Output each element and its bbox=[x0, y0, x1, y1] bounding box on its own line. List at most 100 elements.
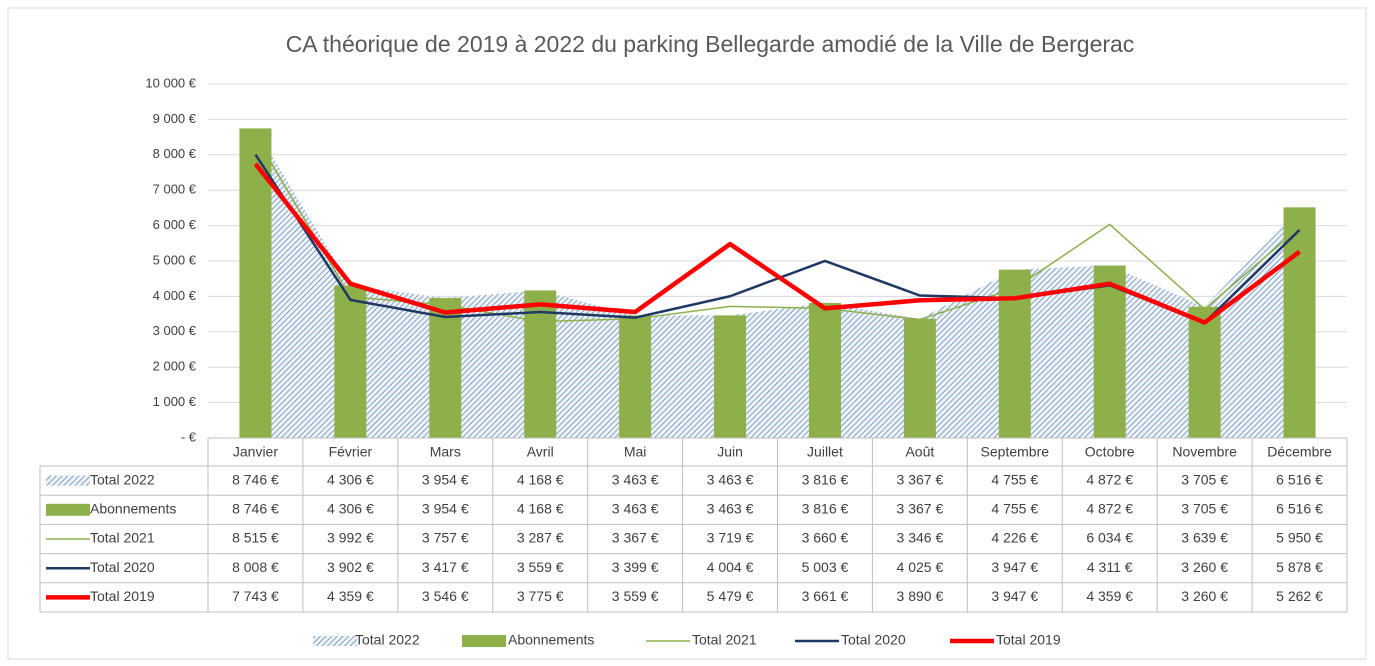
table-cell: 3 367 € bbox=[897, 501, 944, 517]
line bbox=[254, 136, 1301, 323]
table-cell: 4 306 € bbox=[327, 471, 374, 487]
legend-label: Total 2021 bbox=[692, 632, 757, 648]
table-cell: 3 947 € bbox=[991, 559, 1038, 575]
x-tick-label: Mars bbox=[430, 444, 461, 460]
table-cell: 3 816 € bbox=[802, 501, 849, 517]
table-cell: 6 516 € bbox=[1276, 501, 1323, 517]
table-cell: 3 757 € bbox=[422, 530, 469, 546]
table-cell: 3 463 € bbox=[612, 501, 659, 517]
legend-key bbox=[46, 503, 90, 516]
table-cell: 4 025 € bbox=[897, 559, 944, 575]
bar bbox=[903, 318, 936, 438]
bar bbox=[714, 315, 747, 438]
table-cell: 3 661 € bbox=[802, 588, 849, 604]
y-tick-label: 2 000 € bbox=[153, 359, 197, 374]
table-cell: 4 306 € bbox=[327, 501, 374, 517]
table-cell: 5 479 € bbox=[707, 588, 754, 604]
legend-label: Total 2019 bbox=[996, 632, 1061, 648]
table-cell: 3 260 € bbox=[1181, 588, 1228, 604]
table-cell: 3 954 € bbox=[422, 471, 469, 487]
table-cell: 8 746 € bbox=[232, 501, 279, 517]
table-cell: 4 168 € bbox=[517, 501, 564, 517]
table-cell: 5 003 € bbox=[802, 559, 849, 575]
line bbox=[253, 162, 1301, 325]
table-cell: 3 546 € bbox=[422, 588, 469, 604]
y-tick-label: 3 000 € bbox=[153, 323, 197, 338]
x-tick-label: Janvier bbox=[233, 444, 278, 460]
bar bbox=[1188, 306, 1221, 438]
table-cell: 4 311 € bbox=[1087, 559, 1133, 575]
table-cell: 6 034 € bbox=[1086, 530, 1133, 546]
table-cell: 4 872 € bbox=[1086, 501, 1133, 517]
table-cell: 3 463 € bbox=[707, 501, 754, 517]
y-tick-label: 1 000 € bbox=[153, 394, 197, 409]
x-tick-label: Avril bbox=[527, 444, 554, 460]
table-cell: 3 639 € bbox=[1181, 530, 1228, 546]
bar bbox=[524, 290, 557, 438]
table-cell: 8 746 € bbox=[232, 471, 279, 487]
table-cell: 3 417 € bbox=[422, 559, 469, 575]
table-cell: 4 755 € bbox=[991, 471, 1038, 487]
legend-label: Total 2022 bbox=[355, 632, 420, 648]
table-cell: 3 992 € bbox=[327, 530, 374, 546]
table-cell: 3 399 € bbox=[612, 559, 659, 575]
table-cell: 3 367 € bbox=[612, 530, 659, 546]
table-cell: 3 559 € bbox=[612, 588, 659, 604]
bar bbox=[808, 302, 841, 438]
y-tick-label: 6 000 € bbox=[153, 217, 197, 232]
legend-key bbox=[46, 475, 90, 486]
legend-label: Total 2020 bbox=[841, 632, 906, 648]
table-cell: 5 262 € bbox=[1276, 588, 1323, 604]
table-cell: 4 872 € bbox=[1086, 471, 1133, 487]
y-tick-label: 4 000 € bbox=[153, 288, 197, 303]
table-cell: 3 367 € bbox=[897, 471, 944, 487]
x-tick-label: Septembre bbox=[981, 444, 1050, 460]
chart-title: CA théorique de 2019 à 2022 du parking B… bbox=[286, 31, 1135, 57]
table-cell: 3 947 € bbox=[991, 588, 1038, 604]
table-cell: 5 878 € bbox=[1276, 559, 1323, 575]
table-cell: 3 463 € bbox=[707, 471, 754, 487]
legend-key bbox=[313, 636, 357, 646]
table-series-name: Total 2020 bbox=[90, 559, 155, 575]
table-cell: 6 516 € bbox=[1276, 471, 1323, 487]
table-cell: 3 559 € bbox=[517, 559, 564, 575]
table-cell: 4 226 € bbox=[991, 530, 1038, 546]
bar bbox=[429, 298, 462, 438]
table-cell: 3 660 € bbox=[802, 530, 849, 546]
table-cell: 3 346 € bbox=[897, 530, 944, 546]
x-tick-label: Novembre bbox=[1172, 444, 1237, 460]
table-cell: 3 954 € bbox=[422, 501, 469, 517]
table-cell: 4 168 € bbox=[517, 471, 564, 487]
x-tick-label: Décembre bbox=[1267, 444, 1332, 460]
table-cell: 8 008 € bbox=[232, 559, 279, 575]
area bbox=[255, 128, 1300, 438]
table-cell: 8 515 € bbox=[232, 530, 279, 546]
table-cell: 3 902 € bbox=[327, 559, 374, 575]
table-cell: 7 743 € bbox=[232, 588, 279, 604]
x-tick-label: Mai bbox=[624, 444, 647, 460]
x-tick-label: Juin bbox=[717, 444, 743, 460]
table-cell: 5 950 € bbox=[1276, 530, 1323, 546]
y-tick-label: 7 000 € bbox=[153, 182, 197, 197]
table-cell: 4 359 € bbox=[327, 588, 374, 604]
table-cell: 3 890 € bbox=[897, 588, 944, 604]
table-cell: 3 816 € bbox=[802, 471, 849, 487]
y-tick-label: 9 000 € bbox=[153, 111, 197, 126]
bar bbox=[1093, 265, 1126, 438]
table-series-name: Total 2019 bbox=[90, 588, 155, 604]
table-cell: 3 719 € bbox=[707, 530, 754, 546]
table-cell: 3 260 € bbox=[1181, 559, 1228, 575]
table-cell: 3 705 € bbox=[1181, 501, 1228, 517]
table-cell: 3 775 € bbox=[517, 588, 564, 604]
table-cell: 4 004 € bbox=[707, 559, 754, 575]
bar bbox=[1283, 207, 1316, 438]
x-tick-label: Février bbox=[329, 444, 373, 460]
bar bbox=[619, 315, 652, 438]
table-cell: 4 755 € bbox=[991, 501, 1038, 517]
x-tick-label: Août bbox=[905, 444, 934, 460]
y-tick-label: - € bbox=[181, 429, 197, 444]
legend-key bbox=[462, 635, 506, 647]
legend-label: Abonnements bbox=[508, 632, 594, 648]
bar bbox=[334, 285, 367, 438]
